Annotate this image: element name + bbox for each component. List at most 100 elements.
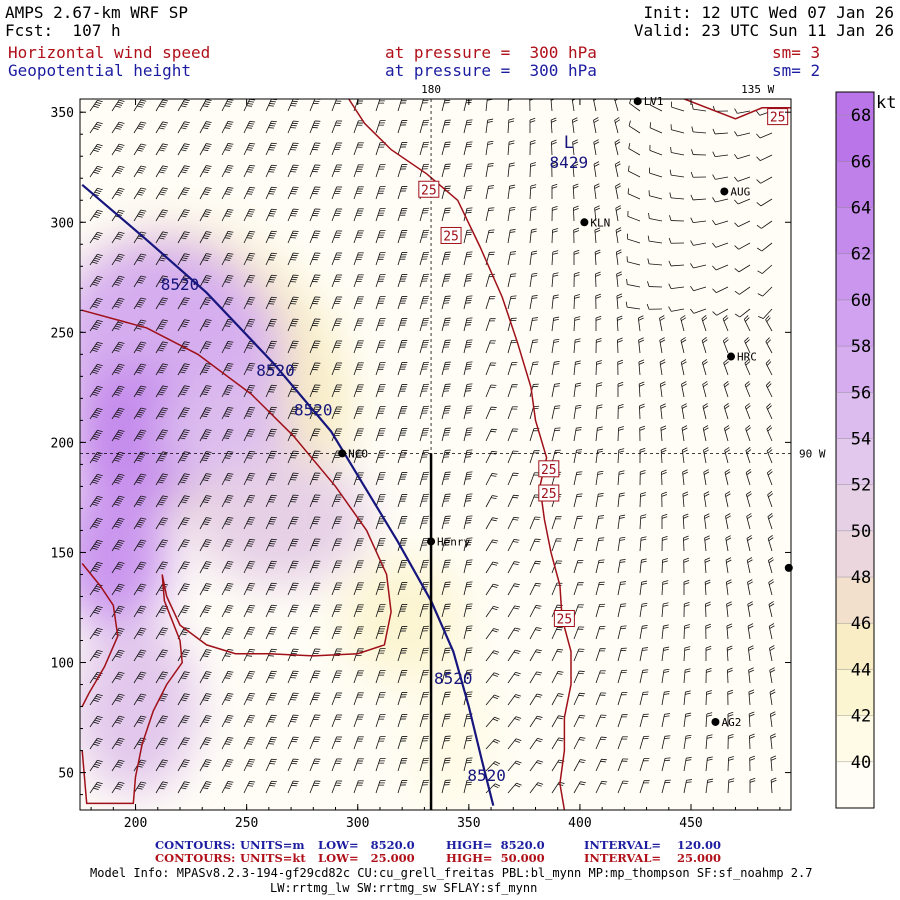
barb-feather — [703, 449, 709, 453]
wind-barb — [221, 275, 234, 288]
barb-shaft — [737, 110, 751, 114]
wind-barb — [155, 143, 169, 156]
barb-feather — [162, 341, 169, 344]
barb-feather — [140, 649, 147, 652]
wind-barb — [287, 538, 299, 552]
barb-feather — [115, 523, 121, 526]
field2-smoothing: sm= 2 — [772, 61, 821, 80]
barb-feather — [158, 567, 165, 570]
barb-feather — [535, 739, 542, 743]
wind-barb — [734, 286, 751, 295]
barb-feather — [183, 409, 189, 412]
barb-feather — [626, 278, 628, 285]
barb-feather — [161, 453, 167, 456]
wind-barb — [617, 736, 628, 750]
barb-feather — [271, 274, 277, 277]
barb-feather — [115, 281, 121, 284]
barb-feather — [116, 719, 122, 722]
barb-feather — [93, 479, 99, 482]
wind-barb — [111, 187, 125, 200]
barb-feather — [682, 449, 688, 453]
barb-feather — [556, 673, 563, 675]
wind-barb — [177, 517, 190, 530]
wind-barb — [766, 447, 773, 464]
wind-barb — [397, 670, 408, 684]
barb-feather — [509, 209, 516, 211]
barb-feather — [157, 503, 164, 506]
wind-barb — [177, 121, 190, 134]
barb-feather — [206, 473, 212, 475]
wind-barb — [265, 714, 277, 728]
barb-feather — [225, 675, 232, 677]
barb-feather — [513, 629, 520, 632]
barb-feather — [158, 677, 165, 680]
wind-barb — [529, 627, 542, 640]
barb-feather — [203, 235, 210, 238]
barb-feather — [204, 277, 211, 279]
barb-feather — [158, 611, 165, 614]
wind-barb — [199, 429, 212, 442]
barb-feather — [664, 690, 670, 693]
barb-feather — [202, 567, 209, 570]
wind-barb — [572, 161, 579, 178]
barb-feather — [769, 647, 775, 651]
barb-feather — [116, 521, 122, 524]
barb-feather — [115, 611, 121, 614]
barb-feather — [115, 457, 121, 460]
barb-feather — [249, 230, 256, 233]
barb-feather — [160, 631, 166, 634]
barb-feather — [94, 323, 101, 327]
barb-shaft — [737, 176, 751, 182]
barb-feather — [268, 391, 274, 393]
barb-feather — [686, 756, 692, 759]
barb-feather — [158, 721, 165, 724]
wind-barb — [111, 143, 125, 156]
barb-feather — [580, 759, 586, 761]
barb-feather — [270, 122, 276, 125]
barb-feather — [597, 450, 603, 453]
barb-feather — [727, 714, 734, 717]
wind-barb — [419, 559, 430, 574]
wind-barb — [573, 714, 586, 728]
barb-feather — [770, 713, 776, 717]
barb-feather — [138, 763, 144, 766]
wind-barb — [659, 337, 666, 354]
barb-feather — [135, 349, 142, 352]
barb-feather — [137, 347, 143, 350]
barb-feather — [91, 371, 98, 374]
barb-feather — [227, 99, 234, 101]
barb-feather — [532, 294, 538, 297]
barb-feather — [680, 315, 686, 319]
wind-barb — [765, 359, 773, 376]
barb-feather — [119, 165, 125, 168]
barb-feather — [572, 163, 579, 167]
wind-barb — [573, 537, 584, 552]
barb-feather — [203, 741, 210, 744]
wind-barb — [331, 362, 343, 376]
barb-feather — [703, 425, 709, 429]
barb-feather — [225, 103, 232, 105]
barb-feather — [95, 607, 102, 611]
wind-barb — [551, 161, 558, 178]
wind-barb — [243, 472, 256, 486]
barb-feather — [160, 741, 166, 744]
barb-feather — [271, 450, 277, 453]
barb-feather — [712, 197, 716, 203]
barb-feather — [95, 255, 102, 259]
wind-barb — [331, 120, 343, 134]
wind-barb — [199, 649, 212, 662]
barb-feather — [638, 381, 645, 385]
barb-feather — [683, 579, 690, 583]
barb-feather — [660, 425, 667, 429]
barb-feather — [536, 671, 543, 674]
wind-barb — [670, 124, 685, 134]
barb-feather — [116, 367, 122, 370]
wind-barb — [441, 669, 451, 684]
wind-barb — [551, 427, 561, 442]
barb-feather — [574, 271, 580, 275]
barb-feather — [140, 561, 147, 564]
barb-feather — [202, 743, 209, 746]
barb-feather — [160, 433, 166, 436]
barb-feather — [269, 279, 275, 281]
wind-barb — [485, 517, 498, 530]
